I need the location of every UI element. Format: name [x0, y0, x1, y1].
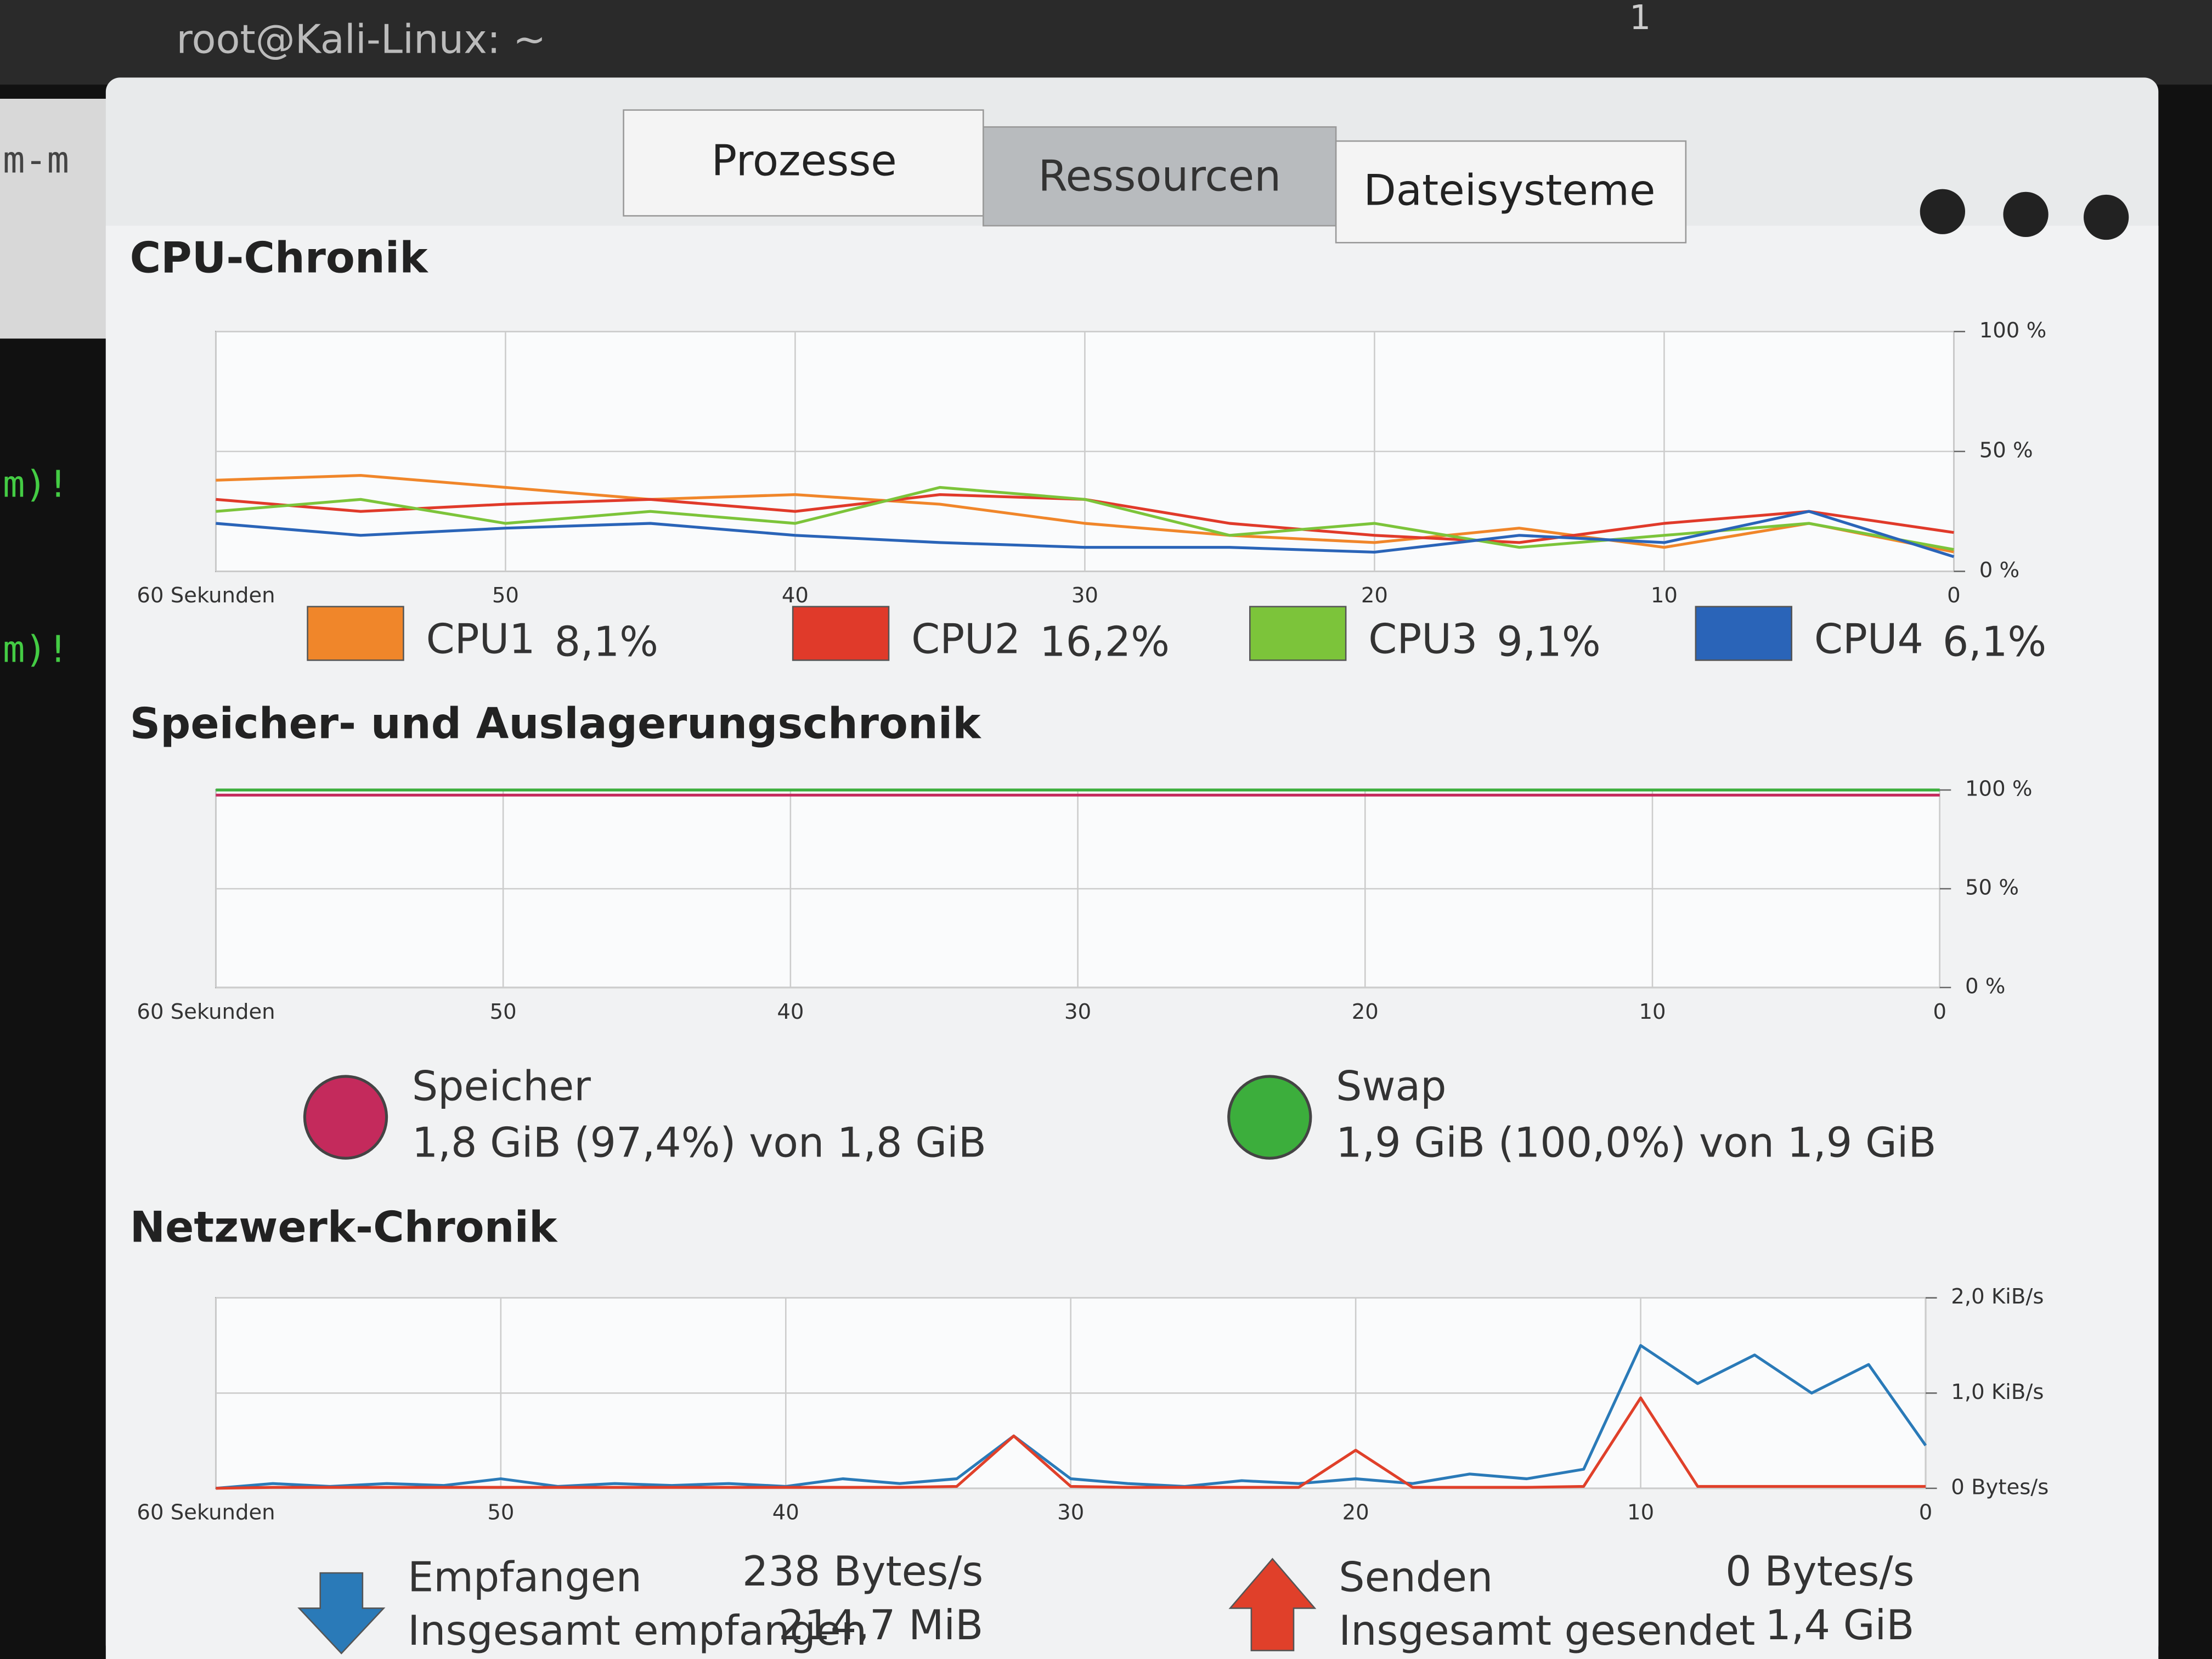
legend-swatch	[1695, 606, 1793, 661]
workspace[interactable]: 1	[1629, 0, 1651, 37]
legend-value: 16,2%	[1040, 618, 1170, 666]
y-tick-label: 0 %	[1965, 974, 2005, 999]
tab-label[interactable]: Dateisysteme	[1363, 166, 1655, 215]
legend-value: 9,1%	[1497, 618, 1600, 666]
close-button[interactable]	[2084, 194, 2129, 240]
series-line	[216, 1396, 1926, 1490]
section-title: CPU-Chronik	[130, 234, 429, 283]
legend-name: CPU3	[1368, 616, 1477, 663]
legend-detail: 1,9 GiB (100,0%) von 1,9 GiB	[1336, 1119, 1936, 1167]
legend-name: CPU4	[1814, 616, 1923, 663]
x-tick-label: 50	[490, 1000, 517, 1024]
legend-name: Swap	[1336, 1063, 1446, 1110]
y-tick-label: 100 %	[1979, 318, 2047, 343]
x-tick-label: 60 Sekunden	[137, 1000, 275, 1024]
x-tick-label: 0	[1947, 583, 1961, 608]
legend-value: 8,1%	[555, 618, 658, 666]
y-tick-label: 0 Bytes/s	[1951, 1475, 2049, 1499]
terminal-title: root@Kali-Linux: ~	[176, 16, 546, 63]
series-line	[216, 1344, 1927, 1490]
y-tick-label: 50 %	[1965, 876, 2019, 900]
tab-label[interactable]: Prozesse	[712, 136, 897, 185]
legend-swatch	[792, 606, 890, 661]
series-line	[216, 474, 1954, 554]
terminal-header	[0, 99, 113, 339]
x-tick-label: 60 Sekunden	[137, 1500, 275, 1525]
x-tick-label: 20	[1361, 583, 1388, 608]
legend-name: Senden	[1339, 1554, 1493, 1601]
x-tick-label: 30	[1071, 583, 1098, 608]
legend-name: CPU1	[426, 616, 535, 663]
legend-arrow	[297, 1572, 386, 1655]
maximize-button[interactable]	[2003, 191, 2049, 237]
y-tick-label: 100 %	[1965, 777, 2033, 802]
x-tick-label: 50	[487, 1500, 514, 1525]
terminal-text: m)!	[3, 628, 69, 671]
y-tick-label: 2,0 KiB/s	[1951, 1284, 2044, 1309]
x-tick-label: 10	[1639, 1000, 1666, 1024]
legend-name: Speicher	[412, 1063, 591, 1110]
legend-name: Empfangen	[408, 1554, 642, 1601]
legend-total-label: Insgesamt gesendet	[1339, 1607, 1755, 1655]
legend-rate: 238 Bytes/s	[742, 1548, 983, 1595]
legend-value: 6,1%	[1943, 618, 2046, 666]
x-tick-label: 20	[1342, 1500, 1369, 1525]
x-tick-label: 30	[1064, 1000, 1091, 1024]
x-tick-label: 10	[1651, 583, 1678, 608]
legend-detail: 1,8 GiB (97,4%) von 1,8 GiB	[412, 1119, 986, 1167]
legend-arrow	[1228, 1558, 1317, 1651]
x-tick-label: 60 Sekunden	[137, 583, 275, 608]
legend-swatch	[1249, 606, 1347, 661]
series-line	[216, 486, 1954, 551]
x-tick-label: 50	[492, 583, 519, 608]
section-title: Netzwerk-Chronik	[130, 1203, 558, 1252]
x-tick-label: 20	[1352, 1000, 1379, 1024]
x-tick-label: 40	[772, 1500, 799, 1525]
legend-name: CPU2	[911, 616, 1020, 663]
legend-swatch	[307, 606, 404, 661]
legend-pie	[303, 1075, 388, 1160]
y-tick-label: 1,0 KiB/s	[1951, 1380, 2044, 1404]
top-bar	[0, 0, 2212, 85]
legend-total-label: Insgesamt empfangen	[408, 1607, 867, 1655]
minimize-button[interactable]	[1920, 189, 1965, 234]
terminal-text: m)!	[3, 463, 69, 506]
legend-pie	[1227, 1075, 1312, 1160]
tab[interactable]	[1335, 140, 1687, 244]
x-tick-label: 10	[1627, 1500, 1654, 1525]
y-tick-label: 0 %	[1979, 558, 2019, 583]
legend-rate: 0 Bytes/s	[1725, 1548, 1914, 1595]
y-tick-label: 50 %	[1979, 438, 2033, 462]
tab-active[interactable]	[983, 126, 1337, 227]
legend-total: 1,4 GiB	[1765, 1601, 1914, 1649]
tab[interactable]	[623, 109, 984, 217]
legend-total: 214,7 MiB	[778, 1601, 983, 1649]
terminal-text: m-m	[3, 138, 69, 181]
x-tick-label: 30	[1057, 1500, 1084, 1525]
series-line	[216, 510, 1955, 558]
x-tick-label: 40	[777, 1000, 804, 1024]
tab-label[interactable]: Ressourcen	[1038, 152, 1281, 201]
x-tick-label: 40	[782, 583, 809, 608]
x-tick-label: 0	[1933, 1000, 1946, 1024]
x-tick-label: 0	[1919, 1500, 1933, 1525]
section-title: Speicher- und Auslagerungschronik	[130, 699, 982, 748]
